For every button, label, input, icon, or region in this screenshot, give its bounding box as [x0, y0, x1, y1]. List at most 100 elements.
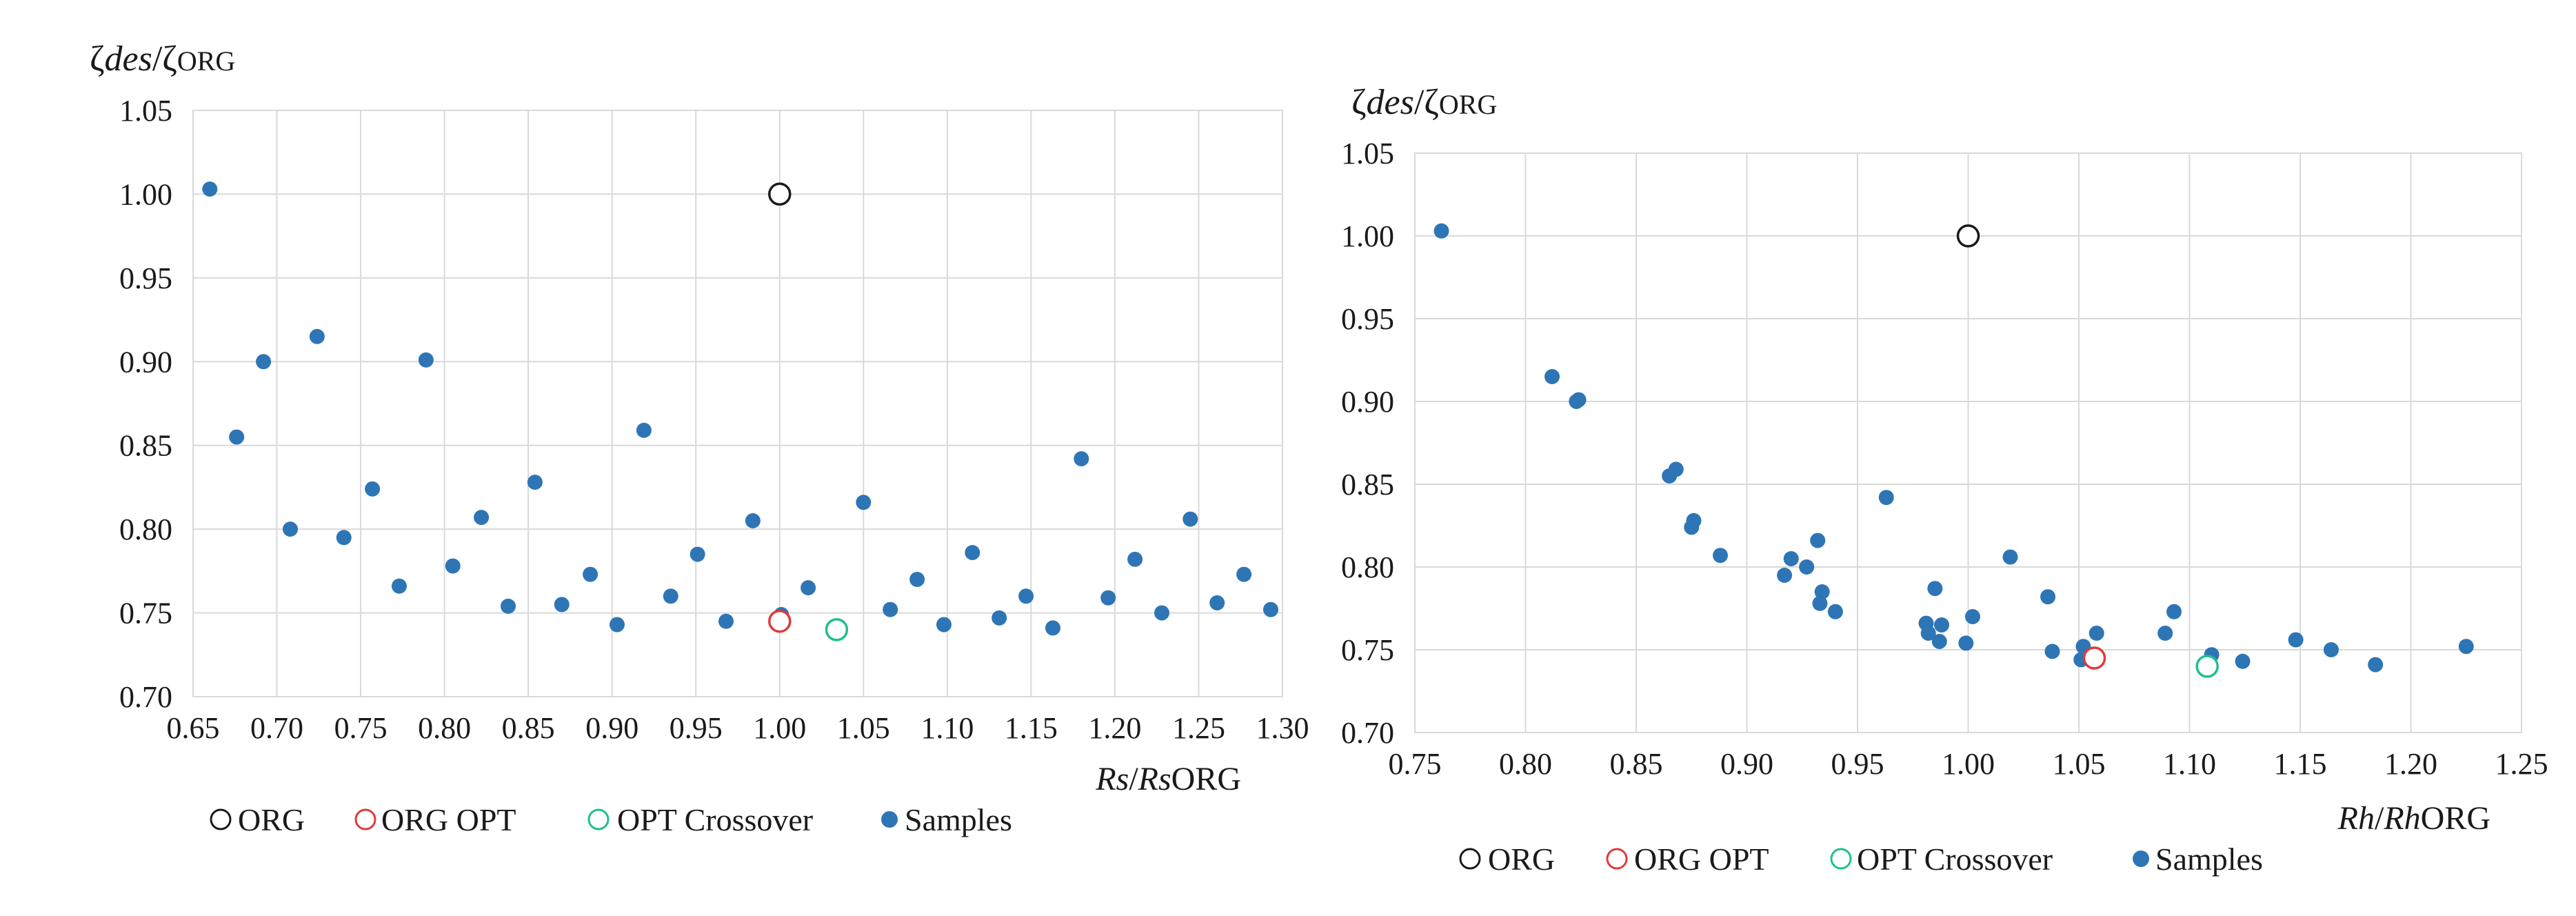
point-samples [2040, 589, 2056, 605]
y-axis-label: ζdes/ζORG [1351, 83, 1497, 122]
point-samples [2157, 626, 2173, 641]
gridlines [192, 110, 1283, 697]
y-tick-label: 0.75 [119, 597, 172, 630]
point-samples [1827, 604, 1843, 619]
point-samples [883, 601, 898, 617]
point-samples [1814, 584, 1830, 599]
legend-item-opt-crossover: OPT Crossover [1830, 842, 2053, 877]
point-samples [1668, 461, 1684, 477]
point-samples [856, 495, 872, 510]
y-tick-label: 0.70 [119, 680, 172, 714]
x-tick-label: 1.10 [2163, 747, 2216, 781]
y-tick-labels: 0.70 0.75 0.80 0.85 0.90 0.95 1.00 1.05 [1341, 137, 1394, 750]
x-tick-label: 1.00 [1942, 747, 1995, 781]
y-tick-label: 0.90 [119, 345, 172, 379]
point-samples [1920, 626, 1936, 641]
x-tick-labels: 0.65 0.70 0.75 0.80 0.85 0.90 0.95 1.00 1.05 1.10… [167, 711, 1309, 745]
point-samples [418, 352, 434, 368]
point-samples [282, 521, 298, 537]
legend-item-org: ORG [210, 802, 305, 837]
point-samples [1209, 595, 1225, 610]
point-samples [500, 598, 516, 614]
y-tick-label: 0.90 [1341, 385, 1394, 419]
x-tick-label: 0.80 [418, 711, 471, 745]
legend-marker-samples [2133, 850, 2149, 867]
point-samples [1045, 620, 1060, 636]
legend-item-samples: Samples [881, 802, 1012, 837]
x-tick-label: 1.05 [837, 711, 890, 745]
chart-left: ζdes/ζORG 0.70 0.75 0.80 0.85 0.90 0.95 1.00 1.… [90, 39, 1309, 837]
point-samples [718, 613, 734, 629]
legend: ORG ORG OPT OPT Crossover Samples [1459, 842, 2263, 877]
legend-marker-org [1459, 848, 1481, 870]
x-tick-label: 1.15 [1005, 711, 1058, 745]
point-samples [2458, 639, 2474, 655]
point-samples [1931, 634, 1947, 649]
legend-marker-opt-crossover [587, 808, 610, 830]
point-samples [1262, 601, 1278, 617]
legend-item-opt-crossover: OPT Crossover [587, 802, 813, 837]
point-samples [1964, 609, 1980, 624]
point-samples [256, 354, 272, 370]
point-samples [609, 617, 625, 633]
point-samples [1878, 490, 1894, 506]
x-tick-label: 0.90 [1720, 747, 1773, 781]
point-samples [229, 429, 245, 445]
point-samples [2368, 657, 2384, 673]
y-tick-label: 1.05 [119, 94, 172, 128]
legend-item-org-opt: ORG OPT [354, 802, 516, 837]
point-samples [583, 566, 598, 582]
point-samples [992, 610, 1007, 626]
legend-label-opt-crossover: OPT Crossover [1857, 842, 2053, 877]
point-opt-crossover [2195, 655, 2219, 678]
legend-marker-org [210, 808, 232, 830]
point-opt-crossover [825, 618, 849, 641]
point-samples [1236, 566, 1252, 582]
legend-item-samples: Samples [2133, 842, 2263, 877]
point-samples [909, 572, 925, 587]
point-samples [1810, 532, 1826, 548]
point-org-opt [2082, 646, 2106, 670]
x-tick-label: 1.00 [753, 711, 806, 745]
legend-label-samples: Samples [905, 802, 1012, 837]
legend-marker-samples [881, 811, 898, 828]
point-samples [202, 181, 218, 197]
x-tick-label: 1.25 [1172, 711, 1225, 745]
legend-label-org-opt: ORG OPT [1634, 842, 1769, 877]
x-tick-label: 0.95 [1831, 747, 1884, 781]
point-samples [1544, 369, 1560, 384]
point-samples [2288, 632, 2304, 648]
y-tick-label: 1.05 [1341, 137, 1394, 170]
point-samples [309, 328, 325, 344]
y-tick-label: 0.70 [1341, 716, 1394, 750]
point-samples [445, 558, 461, 574]
y-axis-label: ζdes/ζORG [90, 39, 235, 79]
legend-label-samples: Samples [2155, 842, 2263, 877]
point-samples [2089, 626, 2104, 641]
y-tick-label: 0.80 [1341, 550, 1394, 584]
point-samples [1777, 568, 1793, 583]
x-tick-label: 1.20 [1088, 711, 1141, 745]
point-samples [1183, 511, 1198, 527]
legend: ORG ORG OPT OPT Crossover Samples [210, 802, 1012, 837]
x-tick-label: 0.95 [670, 711, 723, 745]
legend-item-org: ORG [1459, 842, 1555, 877]
x-tick-label: 1.15 [2274, 747, 2327, 781]
x-tick-label: 1.30 [1256, 711, 1309, 745]
point-samples [1686, 512, 1702, 528]
x-tick-label: 0.90 [585, 711, 638, 745]
point-samples [1074, 451, 1089, 467]
x-tick-label: 0.75 [334, 711, 388, 745]
point-org-opt [768, 609, 792, 633]
point-samples [2044, 644, 2060, 659]
legend-marker-org-opt [354, 808, 376, 830]
point-org [1956, 224, 1980, 248]
point-samples [474, 510, 490, 526]
y-tick-label: 0.85 [119, 429, 172, 463]
point-samples [1783, 551, 1799, 566]
x-tick-label: 0.80 [1499, 747, 1552, 781]
point-samples [965, 545, 980, 561]
point-samples [2002, 549, 2018, 565]
point-samples [2323, 642, 2339, 657]
